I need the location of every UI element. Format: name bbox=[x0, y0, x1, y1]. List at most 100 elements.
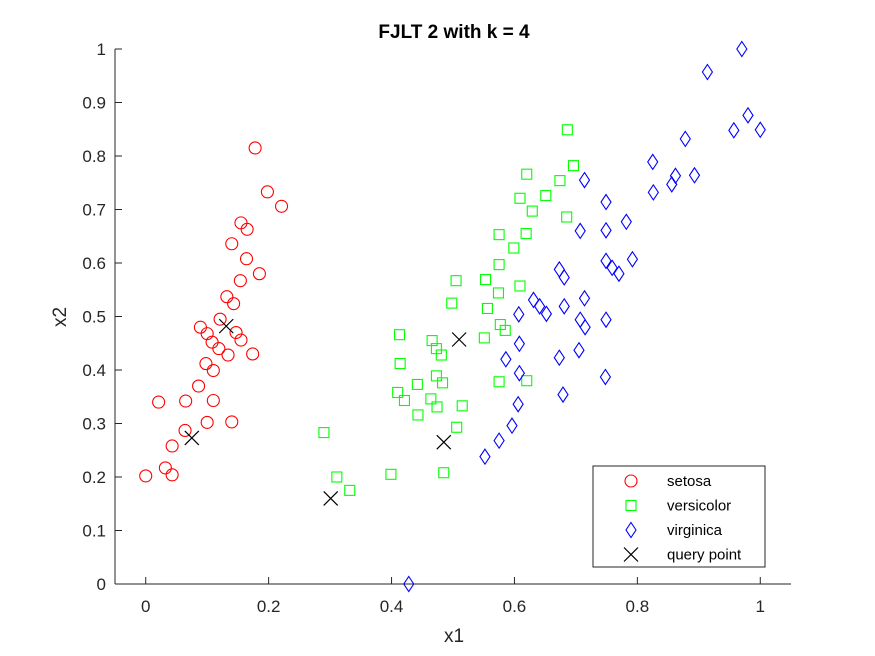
axes: 0 0.2 0.4 0.6 0.8 1 0 0.1 0.2 0.3 0.4 0.5 0.6 0.7 0.8 0… bbox=[82, 40, 791, 616]
data-point-versicolor bbox=[493, 229, 505, 241]
data-point-virginica bbox=[666, 175, 678, 193]
data-point-query-point bbox=[184, 430, 200, 446]
data-point-virginica bbox=[679, 130, 691, 148]
data-point-versicolor bbox=[521, 375, 533, 387]
x-tick-label: 0.4 bbox=[380, 597, 404, 616]
data-point-setosa bbox=[206, 393, 220, 408]
data-point-virginica bbox=[578, 171, 591, 189]
data-point-setosa bbox=[158, 461, 172, 475]
data-point-setosa bbox=[206, 363, 220, 378]
data-point-virginica bbox=[479, 448, 491, 466]
data-point-virginica bbox=[626, 250, 639, 268]
data-point-virginica bbox=[558, 297, 570, 315]
legend-label-query-point: query point bbox=[667, 547, 742, 564]
data-point-virginica bbox=[647, 183, 660, 201]
data-point-setosa bbox=[239, 252, 254, 266]
data-point-versicolor bbox=[480, 274, 492, 286]
legend-label-virginica: virginica bbox=[667, 522, 723, 539]
data-point-setosa bbox=[221, 348, 235, 362]
data-point-versicolor bbox=[478, 332, 490, 344]
legend-label-setosa: setosa bbox=[667, 473, 712, 490]
data-point-virginica bbox=[506, 417, 518, 435]
data-point-versicolor bbox=[435, 349, 447, 361]
data-point-versicolor bbox=[430, 370, 442, 382]
data-point-versicolor bbox=[431, 401, 443, 413]
legend-marker-query-point bbox=[623, 547, 639, 562]
data-point-virginica bbox=[600, 252, 612, 270]
data-point-setosa bbox=[274, 199, 289, 213]
data-point-virginica bbox=[533, 297, 546, 315]
data-point-setosa bbox=[200, 327, 214, 341]
data-point-virginica bbox=[742, 106, 754, 124]
data-point-virginica bbox=[600, 193, 612, 211]
data-point-setosa bbox=[199, 357, 213, 371]
data-point-virginica bbox=[647, 153, 659, 171]
data-point-virginica bbox=[600, 221, 612, 239]
x-tick-label: 1 bbox=[756, 597, 765, 616]
data-point-versicolor bbox=[521, 168, 533, 180]
data-point-setosa bbox=[229, 325, 243, 340]
data-point-virginica bbox=[606, 259, 618, 277]
x-tick-label: 0.2 bbox=[257, 597, 281, 616]
data-point-virginica bbox=[557, 386, 569, 404]
legend-box bbox=[592, 465, 766, 568]
data-point-versicolor bbox=[426, 335, 438, 347]
data-point-versicolor bbox=[394, 358, 406, 370]
data-point-setosa bbox=[220, 290, 234, 304]
data-point-virginica bbox=[513, 364, 526, 382]
data-point-virginica bbox=[613, 265, 625, 283]
y-tick-label: 0.4 bbox=[82, 361, 106, 380]
data-point-virginica bbox=[701, 63, 714, 81]
data-point-query-point bbox=[323, 490, 339, 506]
data-point-versicolor bbox=[318, 427, 330, 439]
data-point-versicolor bbox=[411, 378, 423, 390]
data-point-versicolor bbox=[567, 160, 580, 172]
data-point-setosa bbox=[246, 347, 260, 361]
data-point-setosa bbox=[178, 423, 192, 438]
data-point-virginica bbox=[558, 268, 570, 286]
data-point-virginica bbox=[599, 368, 612, 386]
data-point-setosa bbox=[152, 395, 166, 409]
data-point-virginica bbox=[553, 260, 565, 278]
data-point-setosa bbox=[260, 185, 274, 199]
series-versicolor bbox=[318, 124, 580, 496]
legend-marker-setosa bbox=[624, 474, 638, 488]
y-tick-label: 0.5 bbox=[82, 308, 106, 327]
data-point-versicolor bbox=[561, 124, 573, 136]
data-point-setosa bbox=[193, 320, 207, 334]
data-point-virginica bbox=[728, 121, 740, 139]
data-point-setosa bbox=[192, 379, 206, 393]
series-setosa bbox=[139, 141, 289, 483]
y-tick-label: 0.7 bbox=[82, 201, 106, 220]
data-point-versicolor bbox=[393, 329, 406, 341]
data-point-versicolor bbox=[520, 228, 532, 240]
series-virginica bbox=[403, 40, 766, 593]
data-point-virginica bbox=[736, 40, 748, 58]
data-point-virginica bbox=[513, 335, 526, 353]
data-point-setosa bbox=[252, 267, 266, 281]
y-tick-label: 0.8 bbox=[82, 147, 106, 166]
data-point-versicolor bbox=[554, 175, 566, 187]
y-axis-label: x2 bbox=[50, 307, 71, 327]
chart-title: FJLT 2 with k = 4 bbox=[378, 22, 530, 43]
y-tick-label: 0 bbox=[97, 575, 106, 594]
data-point-versicolor bbox=[446, 297, 458, 309]
data-point-versicolor bbox=[438, 467, 450, 479]
y-tick-label: 0.9 bbox=[82, 94, 106, 113]
data-point-virginica bbox=[573, 341, 585, 359]
data-point-versicolor bbox=[456, 400, 468, 412]
data-point-virginica bbox=[578, 289, 591, 307]
data-point-versicolor bbox=[492, 287, 505, 299]
data-point-versicolor bbox=[392, 386, 404, 399]
data-point-virginica bbox=[512, 395, 524, 413]
data-point-setosa bbox=[227, 297, 241, 311]
y-tick-label: 0.2 bbox=[82, 468, 106, 487]
data-point-versicolor bbox=[437, 377, 449, 389]
data-point-query-point bbox=[451, 332, 467, 347]
data-point-virginica bbox=[500, 350, 512, 368]
data-point-virginica bbox=[688, 166, 701, 184]
data-point-versicolor bbox=[425, 393, 437, 405]
data-point-versicolor bbox=[331, 471, 343, 483]
data-point-versicolor bbox=[385, 468, 397, 480]
